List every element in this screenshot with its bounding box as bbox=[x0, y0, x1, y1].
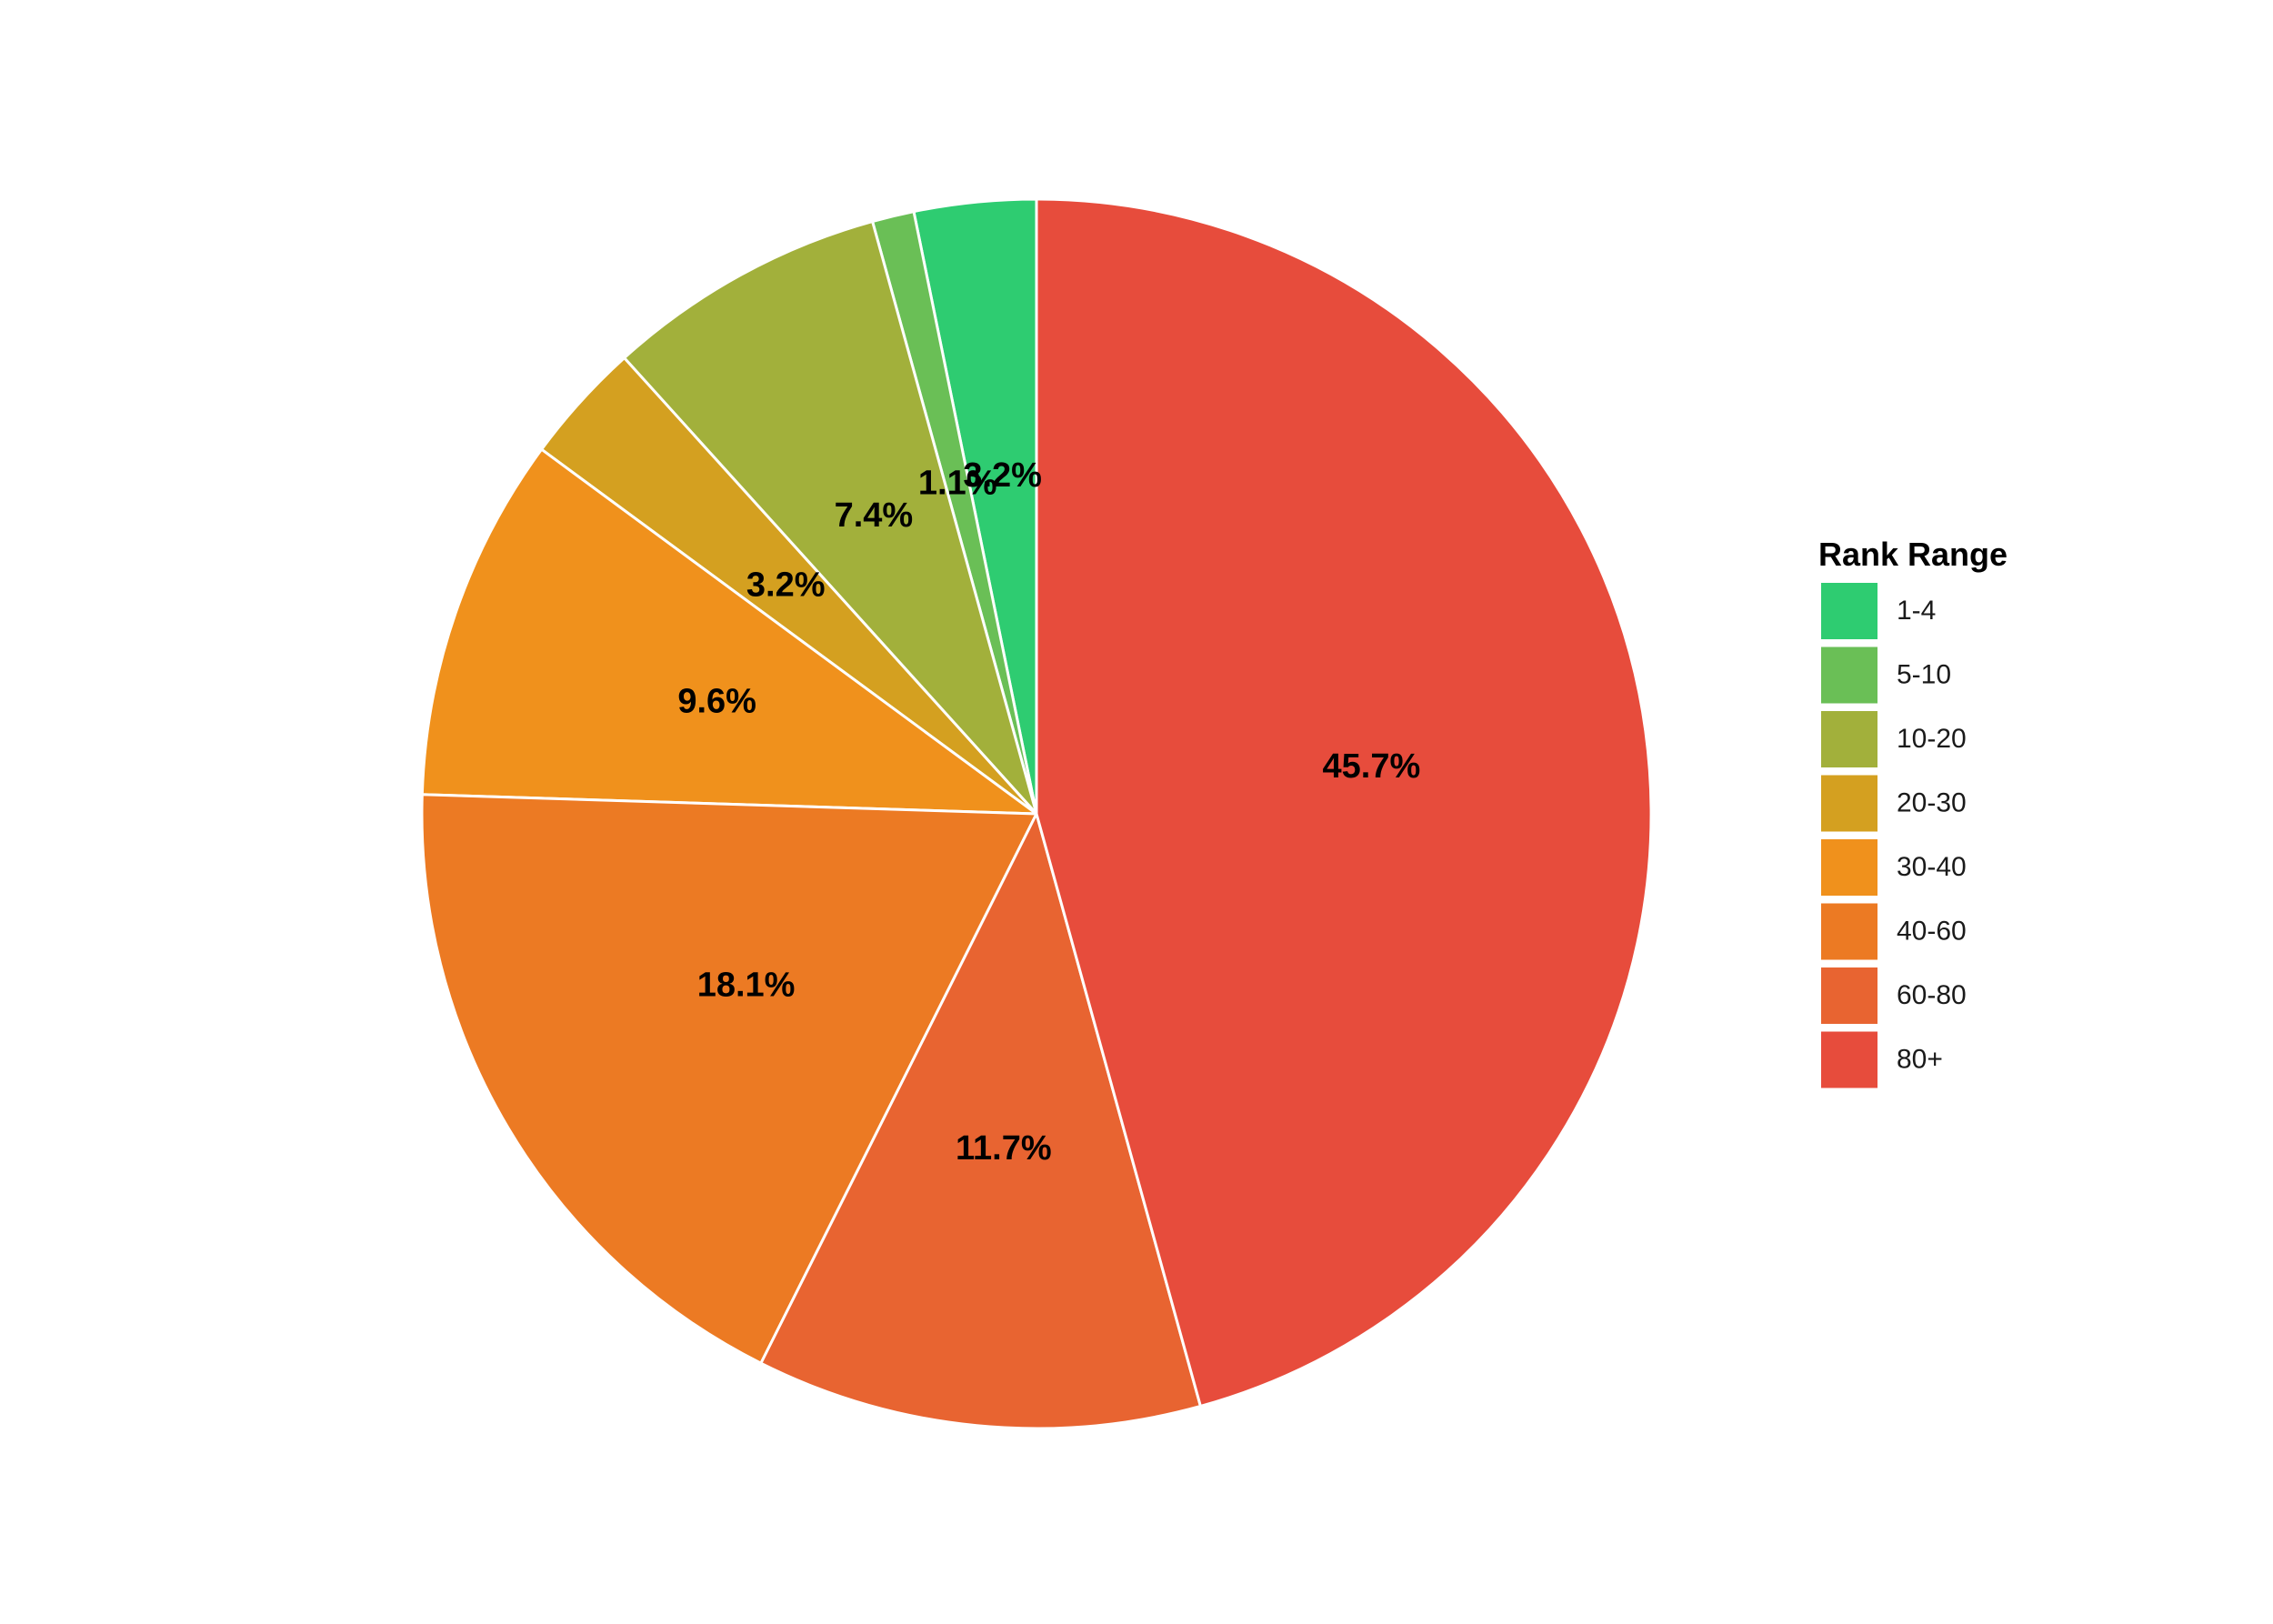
legend-swatch-80+ bbox=[1819, 1029, 1879, 1090]
slice-label-60-80: 11.7% bbox=[956, 1129, 1052, 1168]
legend-swatch-10-20 bbox=[1819, 709, 1879, 769]
legend-label-60-80: 60-80 bbox=[1897, 980, 1967, 1010]
slice-label-20-30: 3.2% bbox=[746, 566, 826, 605]
legend-label-1-4: 1-4 bbox=[1897, 596, 1936, 626]
legend-label-30-40: 30-40 bbox=[1897, 852, 1967, 882]
legend-label-5-10: 5-10 bbox=[1897, 659, 1951, 689]
slice-label-10-20: 7.4% bbox=[835, 496, 914, 535]
legend-swatch-40-60 bbox=[1819, 901, 1879, 962]
legend-label-20-30: 20-30 bbox=[1897, 787, 1967, 817]
legend-label-40-60: 40-60 bbox=[1897, 916, 1967, 946]
legend-swatch-20-30 bbox=[1819, 773, 1879, 834]
slice-label-40-60: 18.1% bbox=[697, 966, 796, 1004]
legend-swatch-60-80 bbox=[1819, 966, 1879, 1026]
pie-slice-60-80 bbox=[758, 809, 1203, 1430]
slice-label-5-10: 1.1% bbox=[918, 465, 997, 503]
legend-swatch-1-4 bbox=[1819, 581, 1879, 641]
pie-slices bbox=[420, 197, 1653, 1430]
pie-slice-30-40 bbox=[420, 447, 1041, 816]
pie-slice-labels: 3.2%1.1%7.4%3.2%9.6%18.1%11.7%45.7% bbox=[677, 456, 1420, 1168]
legend-swatch-5-10 bbox=[1819, 645, 1879, 706]
legend-swatch-30-40 bbox=[1819, 837, 1879, 897]
slice-label-1-4: 3.2% bbox=[963, 456, 1042, 495]
legend-label-10-20: 10-20 bbox=[1897, 724, 1967, 754]
slice-label-30-40: 9.6% bbox=[677, 682, 756, 720]
pie-slice-10-20 bbox=[622, 219, 1038, 816]
pie-slice-40-60 bbox=[420, 793, 1039, 1366]
legend-label-80+: 80+ bbox=[1897, 1044, 1943, 1074]
legend-title: Rank Range bbox=[1818, 536, 2008, 573]
legend: Rank Range 1-4 5-10 10-20 20-30 30-40 40-60 60… bbox=[1818, 536, 2008, 1090]
pie-slice-80+ bbox=[1035, 197, 1653, 1408]
slice-label-80+: 45.7% bbox=[1323, 747, 1421, 786]
